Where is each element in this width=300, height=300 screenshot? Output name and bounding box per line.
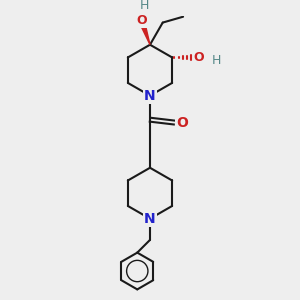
- Text: N: N: [144, 88, 156, 103]
- Text: O: O: [194, 51, 204, 64]
- Text: O: O: [176, 116, 188, 130]
- Text: H: H: [211, 54, 221, 67]
- Text: N: N: [144, 212, 156, 226]
- Polygon shape: [139, 20, 150, 45]
- Text: O: O: [136, 14, 147, 27]
- Text: H: H: [140, 0, 149, 12]
